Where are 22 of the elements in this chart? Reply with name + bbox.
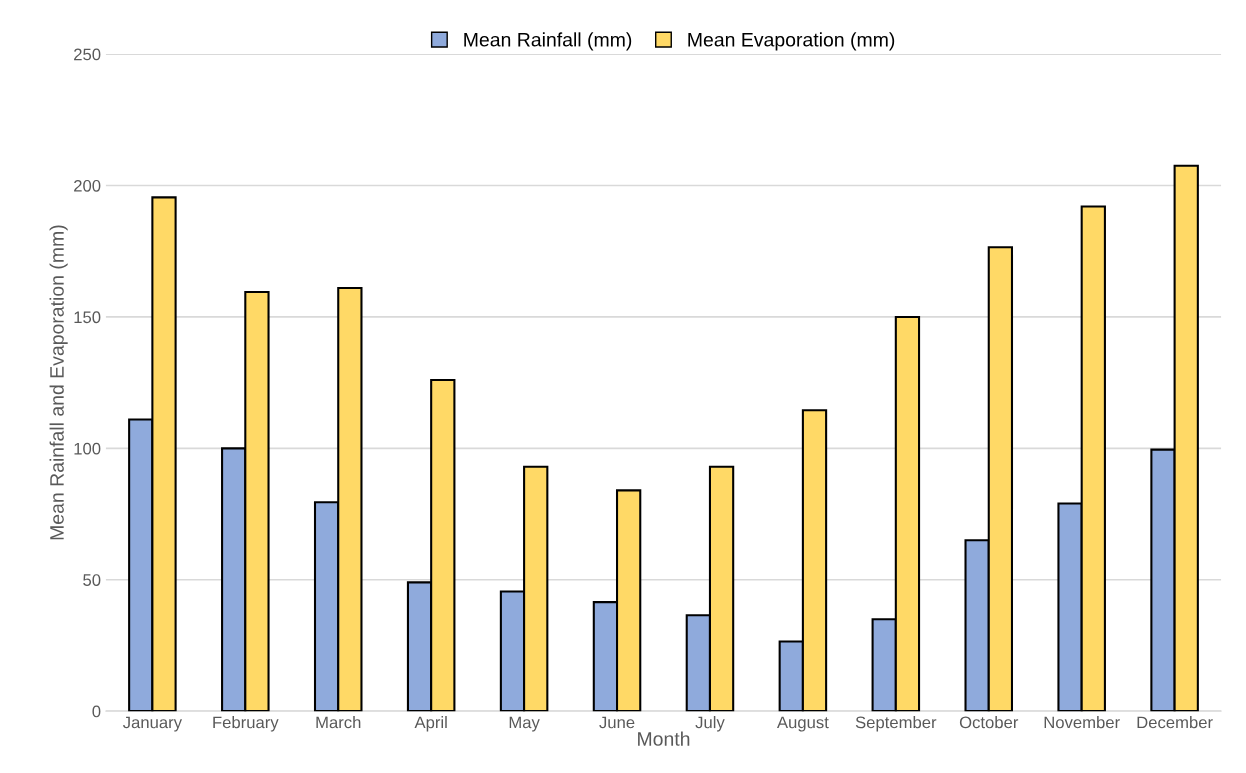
y-tick-label: 50: [83, 574, 101, 586]
y-axis-title: Mean Rainfall and Evaporation (mm): [49, 225, 68, 540]
y-tick-label: 0: [92, 705, 101, 718]
x-tick-label: May: [509, 716, 540, 732]
y-tick-label: 250: [74, 48, 101, 61]
y-tick-label: 100: [74, 442, 101, 455]
x-tick-label: December: [1137, 716, 1213, 729]
x-tick-label: November: [1044, 716, 1120, 729]
x-tick-label: September: [855, 716, 937, 732]
x-axis-title: Month: [638, 731, 690, 746]
x-tick-label: January: [122, 716, 182, 732]
legend-label: Mean Evaporation (mm): [688, 32, 895, 51]
x-tick-label: July: [695, 716, 725, 732]
legend-label: Mean Rainfall (mm): [464, 32, 632, 51]
x-tick-label: April: [414, 716, 447, 732]
x-tick-label: March: [316, 716, 361, 729]
y-tick-label: 200: [74, 179, 101, 192]
x-tick-label: August: [776, 716, 829, 732]
x-tick-label: October: [959, 716, 1019, 729]
x-tick-label: February: [213, 716, 279, 732]
x-tick-label: June: [599, 716, 635, 729]
y-tick-label: 150: [74, 311, 101, 324]
